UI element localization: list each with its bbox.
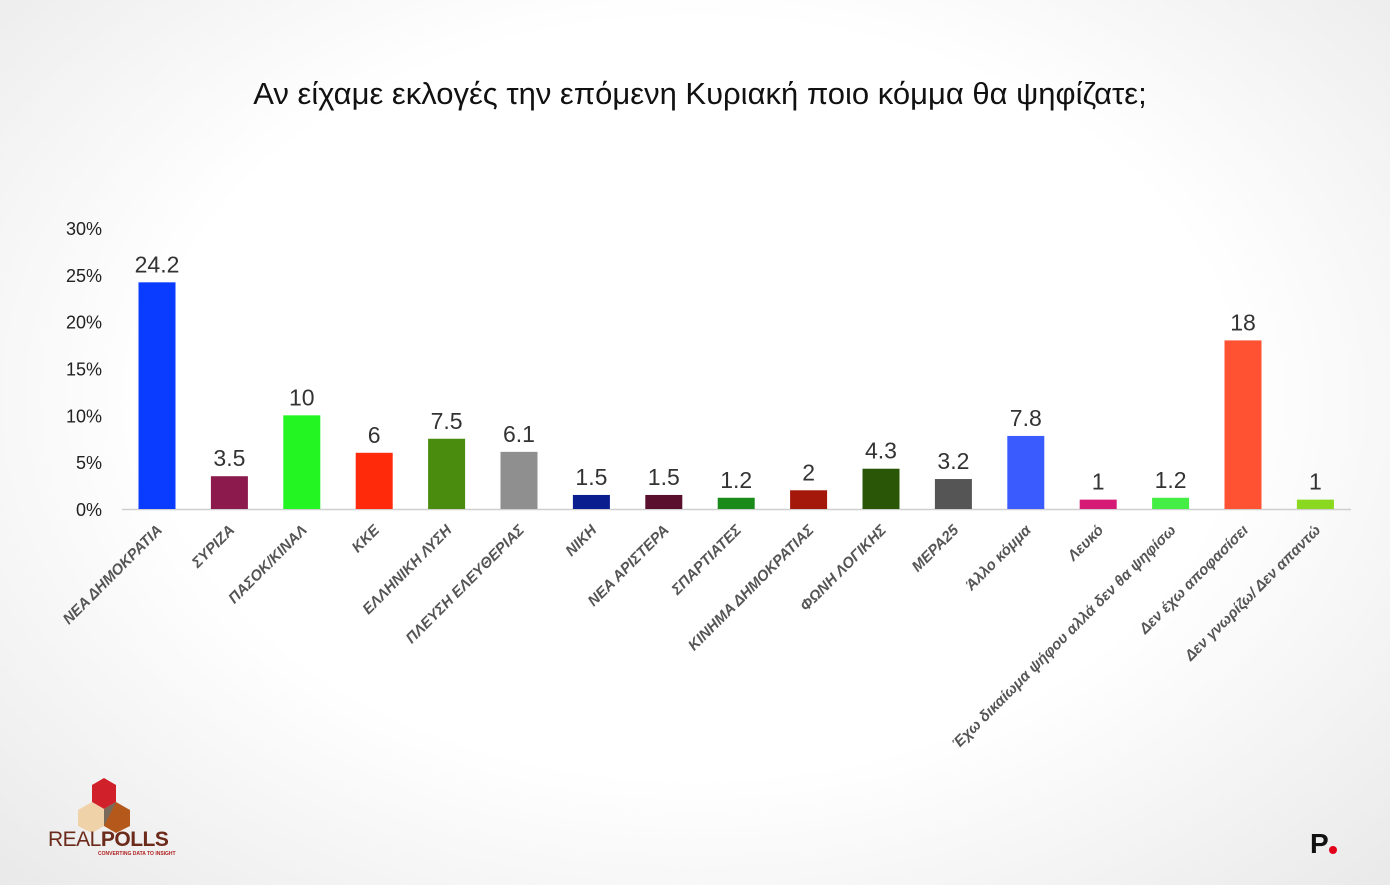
y-tick-label: 5%	[76, 453, 102, 473]
data-label: 18	[1230, 309, 1256, 335]
bar	[138, 282, 176, 509]
data-label: 1.2	[1155, 467, 1187, 493]
bar	[355, 452, 393, 509]
category-label: ΚΙΝΗΜΑ ΔΗΜΟΚΡΑΤΙΑΣ	[685, 521, 818, 654]
bar	[1152, 497, 1190, 509]
y-tick-label: 30%	[66, 219, 102, 239]
category-label: Άλλο κόμμα	[962, 521, 1035, 594]
category-label: ΣΥΡΙΖΑ	[188, 522, 238, 572]
data-label: 10	[289, 384, 315, 410]
y-tick-label: 15%	[66, 360, 102, 380]
category-label: Λευκό	[1064, 522, 1107, 565]
chart-title: Αν είχαμε εκλογές την επόμενη Κυριακή πο…	[253, 76, 1147, 111]
data-label: 1	[1092, 469, 1105, 495]
data-label: 1.5	[648, 464, 680, 490]
bar	[934, 479, 972, 509]
data-label: 24.2	[135, 251, 180, 277]
data-label: 6.1	[503, 421, 535, 447]
bar	[1007, 435, 1045, 509]
bar	[1224, 340, 1262, 509]
category-label: ΠΑΣΟΚ/ΚΙΝΑΛ	[225, 522, 310, 607]
category-label: ΚΚΕ	[349, 521, 384, 556]
data-label: 7.8	[1010, 405, 1042, 431]
data-label: 3.5	[213, 445, 245, 471]
category-label: Έχω δικαίωμα ψήφου αλλά δεν θα ψηφίσω	[949, 521, 1180, 752]
bar	[1079, 499, 1117, 509]
y-tick-label: 20%	[66, 313, 102, 333]
bar	[283, 415, 321, 509]
data-label: 3.2	[937, 448, 969, 474]
category-label: ΝΕΑ ΔΗΜΟΚΡΑΤΙΑ	[60, 522, 166, 628]
category-label: Δεν γνωρίζω/ Δεν απαντώ	[1181, 521, 1325, 665]
category-label: ΣΠΑΡΤΙΑΤΕΣ	[668, 521, 746, 599]
data-label: 6	[368, 422, 381, 448]
bar	[428, 438, 466, 509]
bar	[645, 494, 683, 509]
category-label: ΝΙΚΗ	[562, 521, 601, 560]
bar	[790, 490, 828, 509]
category-label: ΜΕΡΑ25	[909, 521, 963, 575]
y-tick-label: 0%	[76, 500, 102, 520]
realpolls-cube-icon	[78, 778, 130, 833]
data-label: 1.2	[720, 467, 752, 493]
data-label: 1.5	[575, 464, 607, 490]
data-label: 7.5	[431, 408, 463, 434]
publisher-logo: P	[1310, 828, 1329, 859]
realpolls-tagline: CONVERTING DATA TO INSIGHT	[98, 851, 176, 857]
bar	[862, 468, 900, 509]
bar	[572, 494, 610, 509]
category-label: ΠΛΕΥΣΗ ΕΛΕΥΘΕΡΙΑΣ	[403, 521, 529, 647]
y-tick-label: 10%	[66, 406, 102, 426]
bar	[717, 497, 755, 509]
bar	[1296, 499, 1334, 509]
bar	[210, 476, 248, 509]
publisher-logo-dot	[1329, 846, 1337, 854]
realpolls-wordmark: REALPOLLS	[48, 828, 169, 851]
y-tick-label: 25%	[66, 266, 102, 286]
data-label: 2	[802, 459, 815, 485]
data-label: 1	[1309, 469, 1322, 495]
bar	[500, 451, 538, 509]
data-label: 4.3	[865, 438, 897, 464]
realpolls-logo	[46, 776, 166, 856]
